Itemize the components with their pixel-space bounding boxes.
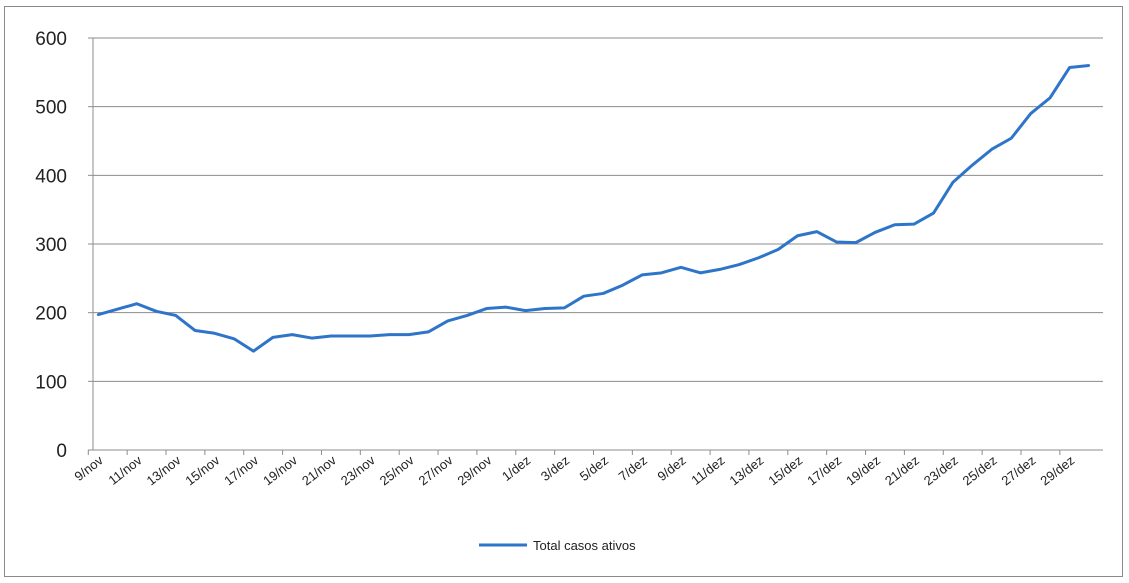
data-point: [213, 332, 216, 335]
data-point: [874, 231, 877, 234]
data-point: [524, 309, 527, 312]
x-tick-label: 3/dez: [538, 453, 572, 484]
data-point: [465, 314, 469, 317]
data-point: [563, 306, 566, 310]
data-point: [155, 310, 158, 313]
data-point: [1010, 137, 1013, 140]
x-tick-label: 15/dez: [765, 453, 805, 489]
data-point: [602, 292, 605, 295]
x-tick-label: 17/dez: [804, 453, 844, 489]
legend: Total casos ativos: [479, 538, 636, 553]
x-tick-label: 13/nov: [144, 452, 184, 488]
data-point: [310, 336, 313, 340]
x-tick-label: 23/nov: [338, 452, 378, 488]
x-tick-label: 29/dez: [1037, 453, 1077, 489]
data-point: [1048, 96, 1052, 99]
y-tick-label: 300: [35, 235, 67, 256]
data-point: [893, 223, 896, 226]
x-tick-label: 19/nov: [260, 452, 300, 488]
data-point: [388, 333, 391, 336]
legend-label: Total casos ativos: [533, 538, 636, 553]
data-point: [174, 314, 177, 317]
data-point: [679, 266, 683, 269]
data-point: [640, 273, 644, 277]
series-lines: [96, 63, 1091, 353]
axes: [87, 37, 1103, 455]
data-point: [543, 307, 547, 310]
data-point: [738, 263, 741, 266]
data-point: [504, 305, 508, 309]
data-point: [96, 313, 100, 316]
data-point: [193, 329, 197, 332]
data-point: [1087, 64, 1091, 67]
data-point: [971, 163, 974, 167]
data-point: [485, 307, 488, 310]
data-point: [912, 222, 916, 226]
y-tick-label: 0: [56, 441, 67, 462]
data-point: [932, 211, 935, 215]
data-point: [291, 333, 294, 336]
y-axis-tick-labels: 0 100 200 300 400 500 600: [35, 29, 67, 462]
data-point: [407, 333, 411, 336]
data-point: [116, 308, 119, 311]
x-tick-label: 17/nov: [221, 452, 261, 488]
data-point: [368, 334, 372, 338]
series-line: [97, 63, 1090, 353]
x-axis-tick-labels: 9/nov 11/nov13/nov15/nov17/nov19/nov21/no…: [72, 452, 1078, 488]
data-point: [582, 294, 585, 298]
y-tick-label: 600: [35, 29, 67, 50]
x-tick-label: 27/nov: [416, 452, 456, 488]
data-point: [660, 271, 663, 275]
x-tick-label: 15/nov: [182, 452, 222, 488]
x-tick-label: 25/nov: [377, 452, 417, 488]
y-tick-label: 200: [35, 304, 67, 325]
data-point: [252, 349, 255, 353]
y-tick-label: 400: [35, 166, 67, 187]
x-tick-label: 9/nov: [72, 452, 107, 484]
data-point: [427, 330, 430, 334]
x-tick-label: 19/dez: [843, 453, 883, 489]
x-tick-label: 21/nov: [299, 452, 339, 488]
data-point: [776, 248, 780, 251]
x-tick-label: 21/dez: [882, 453, 922, 489]
x-tick-label: 11/nov: [105, 452, 145, 488]
data-point: [854, 241, 858, 244]
data-point: [1029, 112, 1032, 115]
data-point: [718, 268, 722, 271]
gridlines: [93, 37, 1103, 382]
data-point: [135, 302, 139, 305]
x-tick-label: 1/dez: [499, 453, 533, 484]
data-point: [271, 336, 275, 339]
data-point: [835, 240, 838, 244]
data-point: [990, 148, 994, 151]
x-tick-label: 29/nov: [454, 452, 494, 488]
x-tick-label: 13/dez: [727, 453, 767, 489]
x-tick-label: 23/dez: [921, 453, 961, 489]
x-tick-label: 11/dez: [688, 453, 727, 488]
data-point: [1068, 66, 1071, 69]
data-point: [757, 256, 760, 259]
data-point: [446, 319, 449, 323]
data-point: [699, 271, 702, 275]
data-point: [621, 284, 624, 287]
chart-frame: 0 100 200 300 400 500 600 9/nov 11/nov 13/nov 15/…: [4, 6, 1123, 577]
data-point: [815, 230, 819, 233]
data-point: [329, 334, 333, 338]
x-tick-label: 25/dez: [960, 453, 1000, 489]
data-point: [349, 334, 352, 338]
data-point: [232, 337, 236, 340]
x-tick-label: 5/dez: [577, 453, 611, 484]
y-tick-label: 100: [35, 372, 67, 393]
x-tick-label: 9/dez: [654, 453, 688, 484]
x-tick-label: 7/dez: [616, 453, 650, 484]
data-point: [796, 234, 799, 237]
x-tick-label: 27/dez: [999, 453, 1039, 489]
data-point: [951, 181, 955, 184]
y-tick-label: 500: [35, 98, 67, 119]
